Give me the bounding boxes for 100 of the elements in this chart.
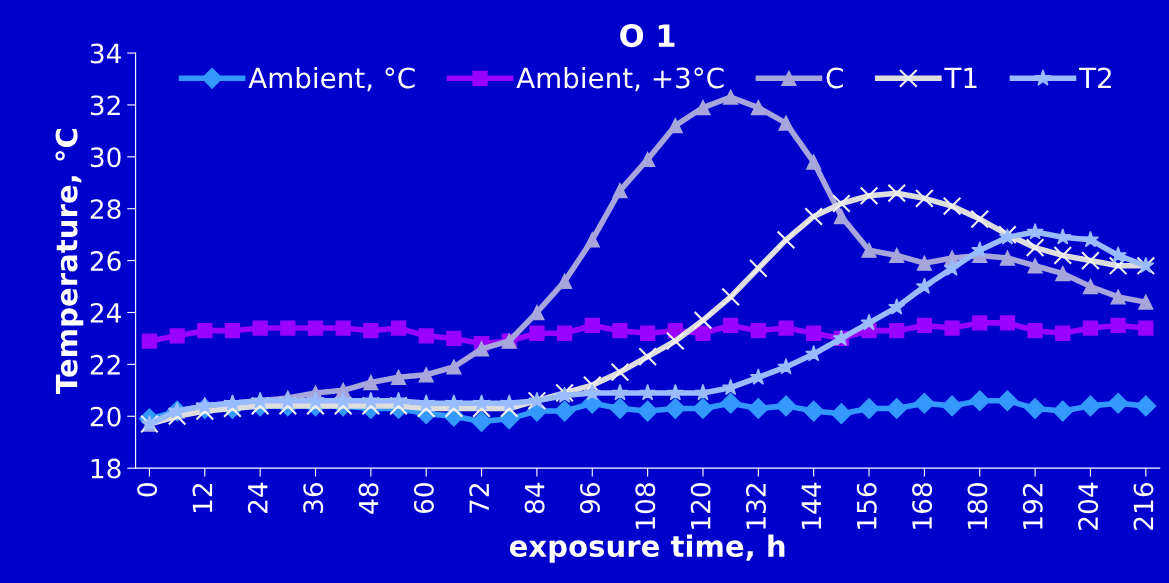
point [280, 320, 296, 336]
chart-title: O 1 [620, 24, 675, 48]
point [861, 242, 877, 258]
point [1024, 397, 1046, 419]
x-tick-label: 192 [1022, 483, 1043, 529]
y-axis-title: Temperature, °C [55, 128, 84, 394]
x-tick-label: 96 [579, 483, 600, 514]
x-tick-label: 72 [469, 483, 489, 513]
point [363, 323, 379, 339]
point [197, 323, 213, 339]
point [473, 341, 490, 357]
point [915, 188, 934, 208]
point [776, 230, 796, 250]
x-tick-label: 48 [358, 483, 379, 514]
point [750, 99, 766, 116]
x-tick-label: 180 [967, 483, 988, 529]
point [335, 320, 351, 336]
point [887, 183, 907, 203]
point [1027, 323, 1043, 339]
point [472, 394, 491, 411]
point [610, 362, 630, 382]
point [529, 325, 545, 341]
point [446, 359, 462, 375]
point [889, 323, 905, 339]
y-tick-label: 34 [90, 43, 121, 64]
point [970, 209, 990, 229]
point [529, 304, 545, 321]
point [695, 325, 711, 341]
legend-label: T2 [1078, 67, 1111, 89]
x-tick-label: 0 [137, 483, 158, 497]
point [363, 374, 379, 391]
point [1079, 395, 1101, 417]
point [972, 315, 988, 331]
point [942, 196, 962, 216]
y-tick-label: 18 [91, 458, 121, 479]
point [999, 315, 1016, 331]
point [141, 333, 158, 349]
y-tick-label: 30 [90, 147, 121, 168]
point [664, 397, 686, 419]
point [1107, 392, 1129, 414]
point [748, 259, 768, 278]
point [584, 317, 600, 334]
point [666, 383, 684, 401]
y-tick-label: 22 [90, 354, 120, 375]
point [806, 325, 822, 341]
point [307, 320, 324, 336]
point [723, 317, 739, 334]
point [859, 186, 879, 206]
point [941, 395, 963, 417]
point [1082, 278, 1099, 295]
point [418, 328, 434, 344]
point [389, 391, 408, 409]
point [1110, 317, 1126, 334]
point [693, 310, 713, 330]
point [611, 383, 629, 401]
point [224, 323, 241, 339]
x-tick-label: 12 [192, 483, 213, 513]
point [969, 390, 991, 412]
legend-label: T1 [944, 67, 977, 89]
legend-label: C [826, 67, 843, 89]
point [916, 317, 933, 334]
y-tick-label: 32 [90, 95, 120, 116]
point [747, 397, 769, 419]
point [638, 347, 657, 366]
point [1055, 265, 1071, 282]
point [805, 344, 823, 362]
point [723, 89, 739, 105]
point [1025, 238, 1045, 257]
point [445, 394, 463, 411]
x-tick-label: 204 [1078, 482, 1099, 530]
point [803, 400, 825, 422]
x-tick-label: 84 [524, 482, 545, 514]
point [1109, 246, 1127, 263]
y-tick-label: 26 [90, 251, 121, 271]
point [1026, 223, 1044, 240]
y-tick-label: 28 [90, 199, 121, 220]
point [1082, 320, 1099, 336]
point [996, 390, 1018, 412]
point [584, 232, 600, 248]
point [888, 298, 906, 315]
point [1027, 258, 1043, 274]
x-axis-title: exposure time, h [509, 534, 785, 563]
point [612, 182, 628, 199]
point [775, 395, 797, 417]
point [639, 325, 656, 341]
point [1108, 256, 1128, 276]
point [778, 115, 794, 131]
point [554, 400, 576, 422]
y-tick-label: 24 [90, 302, 121, 323]
point [667, 118, 683, 134]
point [916, 255, 933, 271]
point [639, 383, 657, 401]
legend-label: Ambient, +3°C [516, 66, 724, 92]
x-tick-label: 156 [856, 483, 877, 529]
point [1135, 395, 1157, 417]
point [720, 392, 742, 414]
point [804, 207, 824, 226]
point [778, 320, 794, 336]
x-tick-label: 36 [303, 483, 324, 513]
x-tick-label: 120 [690, 483, 711, 529]
